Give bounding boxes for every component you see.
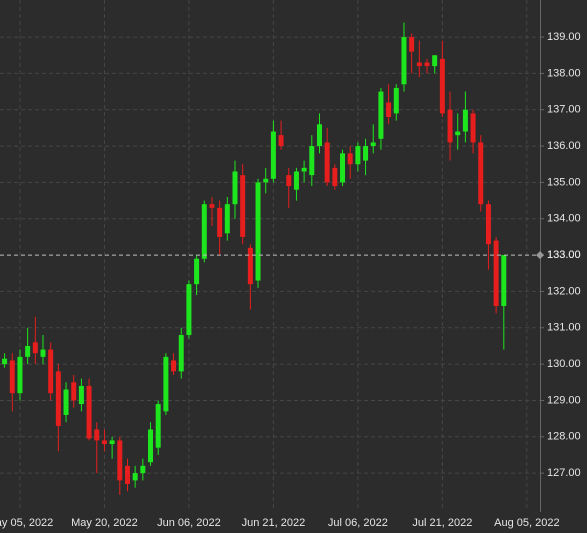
candle-body — [71, 382, 77, 401]
candle-body — [201, 204, 207, 259]
candle-body — [232, 171, 238, 205]
last-price-label: 133.00 — [547, 249, 581, 261]
y-tick-label: 136.00 — [547, 140, 581, 152]
x-tick-label: Aug 05, 2022 — [494, 517, 559, 529]
x-tick-label: May 20, 2022 — [71, 517, 138, 529]
candle-body — [432, 55, 438, 67]
candle-body — [217, 207, 223, 237]
candle-body — [470, 113, 476, 143]
candle-body — [194, 258, 200, 285]
candle-body — [485, 204, 491, 245]
candle-body — [94, 429, 100, 441]
candle-body — [493, 240, 499, 306]
candle-body — [386, 102, 392, 118]
candle-body — [140, 465, 146, 474]
candle-body — [393, 87, 399, 114]
candle-body — [293, 171, 299, 190]
candle-body — [124, 465, 130, 485]
candle-body — [378, 91, 384, 139]
candle-body — [101, 440, 107, 445]
candle-body — [155, 404, 161, 448]
x-tick-label: Jun 06, 2022 — [157, 517, 221, 529]
candle-body — [240, 175, 246, 237]
candle-body — [286, 175, 292, 187]
candle-body — [424, 62, 430, 67]
candle-body — [255, 182, 261, 281]
candle-body — [9, 360, 15, 394]
candle-body — [340, 153, 346, 183]
candle-body — [78, 385, 84, 405]
candle-body — [40, 349, 46, 357]
x-tick-label: Jun 21, 2022 — [242, 517, 306, 529]
candle-body — [439, 58, 445, 114]
candle-body — [224, 204, 230, 234]
candle-body — [301, 167, 307, 172]
candle-body — [55, 371, 61, 426]
candle-body — [25, 345, 31, 357]
y-tick-label: 138.00 — [547, 67, 581, 79]
candle-body — [86, 385, 92, 439]
candle-body — [409, 37, 415, 52]
candle-body — [117, 440, 123, 481]
candle-body — [32, 342, 38, 354]
last-price-marker — [536, 251, 544, 260]
y-tick-label: 128.00 — [547, 431, 581, 443]
candle-body — [209, 204, 215, 208]
y-tick-label: 137.00 — [547, 104, 581, 116]
candle-body — [178, 335, 184, 372]
y-tick-label: 130.00 — [547, 358, 581, 370]
candle-body — [347, 153, 353, 165]
candle-body — [332, 167, 338, 187]
candle-body — [109, 440, 115, 445]
candle-body — [478, 142, 484, 205]
candle-body — [17, 356, 23, 394]
candle-body — [278, 135, 284, 147]
candle-body — [462, 109, 468, 132]
x-tick-label: Jul 21, 2022 — [412, 517, 472, 529]
y-tick-label: 133.00 — [547, 249, 581, 261]
candle-body — [132, 473, 138, 481]
candle-body — [247, 247, 253, 285]
candle-body — [447, 109, 453, 143]
candle-body — [363, 146, 369, 161]
candle-body — [148, 429, 154, 463]
candle-body — [416, 62, 422, 67]
candle-body — [163, 356, 169, 412]
candle-body — [316, 124, 322, 147]
candle-body — [48, 349, 54, 394]
candle-body — [324, 142, 330, 183]
candle-body — [355, 146, 361, 165]
x-tick-label: May 05, 2022 — [0, 517, 53, 529]
y-tick-label: 131.00 — [547, 322, 581, 334]
candle-body — [171, 360, 177, 372]
y-tick-label: 135.00 — [547, 176, 581, 188]
candle-body — [2, 358, 8, 365]
candle-body — [186, 284, 192, 336]
candle-body — [270, 131, 276, 179]
candle-body — [370, 142, 376, 147]
candle-body — [263, 178, 269, 183]
x-tick-label: Jul 06, 2022 — [328, 517, 388, 529]
candle-body — [63, 389, 69, 415]
candle-body — [455, 131, 461, 136]
candle-body — [309, 146, 315, 176]
y-tick-label: 134.00 — [547, 213, 581, 225]
y-tick-label: 129.00 — [547, 394, 581, 406]
y-tick-label: 132.00 — [547, 285, 581, 297]
y-tick-label: 127.00 — [547, 467, 581, 479]
candle-body — [501, 255, 507, 306]
y-tick-label: 139.00 — [547, 31, 581, 43]
candle-body — [401, 37, 407, 85]
